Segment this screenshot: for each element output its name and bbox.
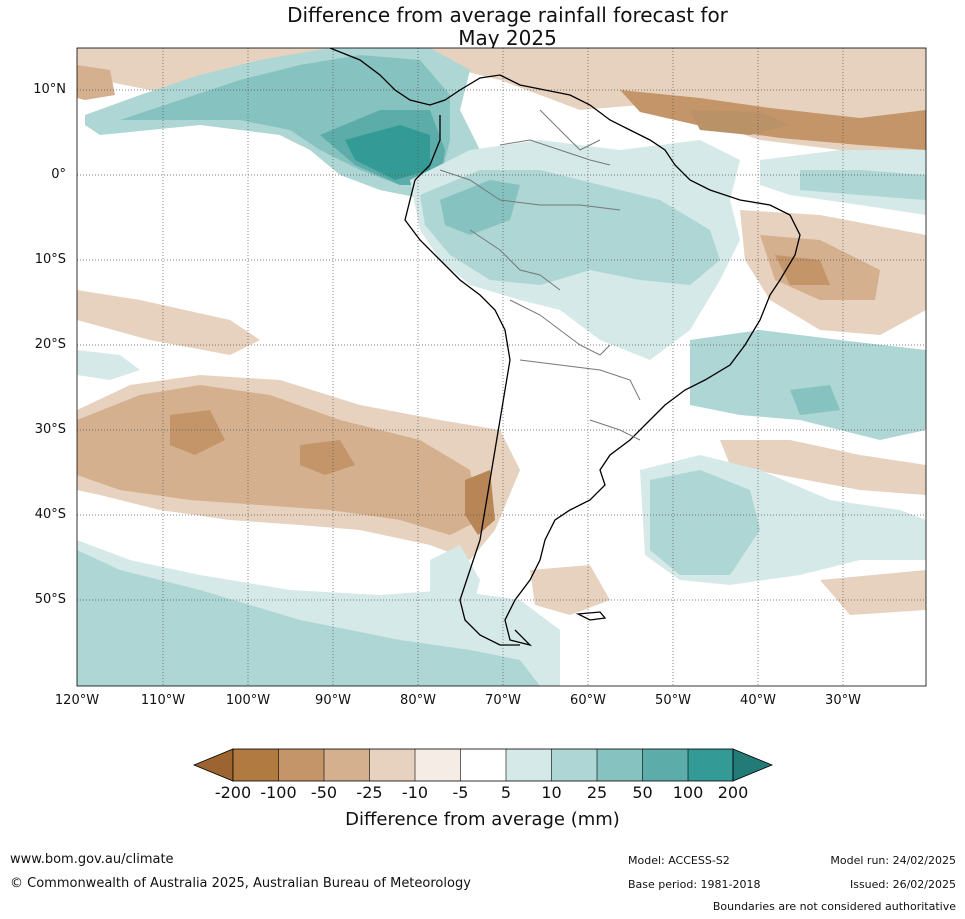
footer-issued: Issued: 26/02/2025 xyxy=(849,878,956,891)
colorbar-bin-6 xyxy=(460,749,506,781)
colorbar-bin-5 xyxy=(415,749,461,781)
lon-label-40w: 40°W xyxy=(740,693,776,708)
dry-spot-1 xyxy=(170,410,225,455)
colorbar-bin-9 xyxy=(597,749,643,781)
colorbar-tick-label: 25 xyxy=(586,783,608,802)
dry-chile-coast xyxy=(465,470,495,535)
colorbar-bin-11 xyxy=(688,749,733,781)
footer-disclaimer: Boundaries are not considered authoritat… xyxy=(712,900,956,913)
colorbar-bin-8 xyxy=(551,749,597,781)
footer-base-period: Base period: 1981-2018 xyxy=(628,878,761,891)
colorbar-bin-1 xyxy=(233,749,279,781)
colorbar-tick-label: 100 xyxy=(672,783,704,802)
dry-darker-north xyxy=(690,110,790,135)
colorbar-tick-label: -25 xyxy=(356,783,383,802)
colorbar-bin-10 xyxy=(642,749,688,781)
title-line-2: May 2025 xyxy=(458,26,557,50)
lat-label-10n: 10°N xyxy=(33,82,66,97)
dry-spot-2 xyxy=(300,440,355,475)
lon-label-90w: 90°W xyxy=(315,693,351,708)
title-line-1: Difference from average rainfall forecas… xyxy=(287,3,728,27)
dry-pacific-west xyxy=(77,65,115,100)
colorbar-tick-label: 5 xyxy=(500,783,512,802)
graticule xyxy=(77,48,926,686)
footer-model: Model: ACCESS-S2 xyxy=(628,854,730,867)
colorbar-tick-label: -100 xyxy=(260,783,297,802)
lon-label-70w: 70°W xyxy=(485,693,521,708)
footer-url[interactable]: www.bom.gov.au/climate xyxy=(10,852,174,867)
colorbar-title: Difference from average (mm) xyxy=(345,809,620,830)
colorbar-bin-2 xyxy=(278,749,324,781)
colorbar-tick-label: 10 xyxy=(541,783,562,802)
colorbar-tick-label: 50 xyxy=(632,783,653,802)
footer-copyright: © Commonwealth of Australia 2025, Austra… xyxy=(10,876,471,891)
colorbar-extend-low xyxy=(192,748,234,782)
lon-label-110w: 110°W xyxy=(140,693,186,708)
lon-label-30w: 30°W xyxy=(825,693,861,708)
colorbar xyxy=(192,748,774,782)
lon-label-60w: 60°W xyxy=(570,693,606,708)
lon-label-50w: 50°W xyxy=(655,693,691,708)
dry-subtropical-band xyxy=(77,290,260,355)
wet-colombia-dark xyxy=(345,125,430,180)
coastline xyxy=(329,48,801,647)
wet-patagonia xyxy=(430,545,480,640)
wet-subtropical-west xyxy=(77,350,140,380)
dry-far-south-east xyxy=(820,570,926,615)
lat-label-10s: 10°S xyxy=(34,252,66,267)
wet-south-atlantic-core xyxy=(790,385,840,415)
colorbar-tick-label: -200 xyxy=(214,783,252,802)
wet-southern-ocean-core xyxy=(77,550,540,686)
colorbar-tick-label: -10 xyxy=(401,783,429,802)
lat-label-0: 0° xyxy=(51,167,66,182)
colorbar-tick-label: -50 xyxy=(310,783,338,802)
dry-south-atlantic-east xyxy=(720,440,926,495)
colorbar-extend-high xyxy=(732,748,774,782)
lat-label-40s: 40°S xyxy=(34,507,66,522)
colorbar-tick-label: 200 xyxy=(717,783,749,802)
wet-south-atlantic-2-core xyxy=(650,470,760,575)
map-title: Difference from average rainfall forecas… xyxy=(0,4,965,50)
lon-label-100w: 100°W xyxy=(225,693,271,708)
lat-label-20s: 20°S xyxy=(34,337,66,352)
dry-south-atlantic xyxy=(530,565,610,615)
anomaly-shading xyxy=(77,48,926,686)
dry-brazil-dark xyxy=(775,255,830,285)
map-frame xyxy=(76,47,927,687)
colorbar-bin-7 xyxy=(506,749,552,781)
colorbar-bin-3 xyxy=(324,749,370,781)
country-borders xyxy=(439,109,641,441)
lon-label-120w: 120°W xyxy=(54,693,100,708)
wet-atlantic-north-core xyxy=(800,170,926,200)
colorbar-tick-label: -5 xyxy=(452,783,469,802)
wet-amazon-inner xyxy=(440,180,520,235)
colorbar-bin-4 xyxy=(369,749,415,781)
wet-south-atlantic xyxy=(690,330,926,440)
footer-model-run: Model run: 24/02/2025 xyxy=(830,854,956,867)
lon-label-80w: 80°W xyxy=(400,693,436,708)
lat-label-50s: 50°S xyxy=(34,592,66,607)
lat-label-30s: 30°S xyxy=(34,422,66,437)
